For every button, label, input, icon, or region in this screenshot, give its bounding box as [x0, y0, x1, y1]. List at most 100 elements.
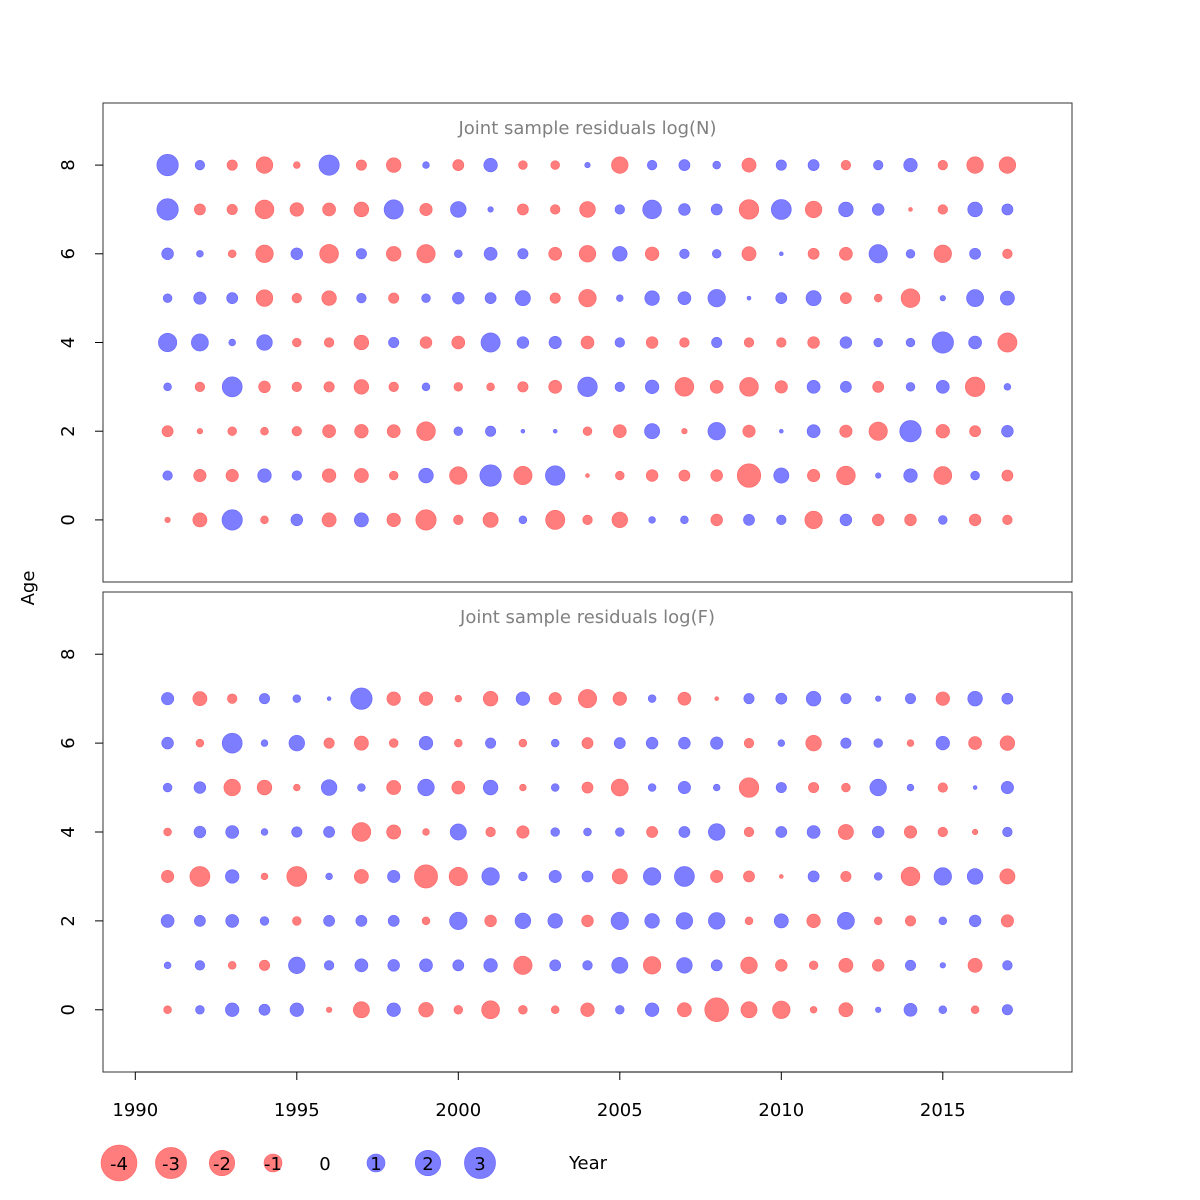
bubble [900, 288, 921, 308]
bubble [585, 473, 590, 478]
bubble [386, 1002, 401, 1017]
bubble [678, 736, 691, 750]
bubble [548, 869, 562, 883]
bubbles [160, 687, 1016, 1023]
bubble [388, 292, 400, 304]
bubble [162, 470, 173, 481]
bubble [712, 160, 721, 170]
bubble [839, 246, 853, 261]
bubble [676, 957, 693, 974]
bubble [939, 962, 946, 969]
bubble [839, 336, 853, 349]
bubble [291, 426, 302, 437]
bubble [933, 244, 952, 263]
bubble [645, 379, 660, 394]
bubble [931, 331, 954, 354]
bubble [225, 914, 240, 928]
bubble [809, 1006, 818, 1014]
bubble [899, 420, 922, 443]
bubble [678, 826, 691, 838]
bubble [192, 691, 208, 707]
bubble [326, 1006, 333, 1013]
bubble [225, 1002, 240, 1017]
bubble [935, 736, 950, 751]
bubble [323, 381, 335, 393]
bubble [903, 158, 918, 173]
bubble [419, 336, 433, 349]
bubble [712, 249, 722, 259]
bubble [354, 424, 369, 439]
bubble [906, 739, 915, 747]
bubble [937, 782, 948, 793]
bubble [872, 513, 885, 527]
bubble [259, 959, 270, 971]
bubble [450, 201, 467, 218]
bubble [872, 959, 885, 972]
bubble [647, 694, 657, 703]
bubble [614, 204, 625, 215]
bubbles [156, 154, 1018, 531]
bubble [321, 290, 337, 306]
bubble [516, 825, 530, 839]
y-tick-label: 0 [58, 1004, 79, 1015]
bubble [386, 824, 402, 840]
bubble [806, 825, 821, 839]
bubble [323, 337, 335, 348]
bubble [779, 428, 784, 434]
bubble [161, 425, 174, 438]
bubble [615, 827, 625, 837]
bubble [804, 200, 823, 219]
y-tick-label: 2 [58, 425, 79, 436]
bubble [547, 913, 563, 929]
bubble [644, 913, 660, 929]
bubble [807, 870, 820, 883]
bubble [549, 292, 561, 304]
bubble [259, 693, 270, 705]
bubble [774, 380, 788, 394]
bubble [517, 203, 529, 216]
bubble [775, 826, 788, 838]
bubble [421, 293, 431, 303]
bubble [775, 959, 788, 972]
bubble [938, 1005, 948, 1014]
bubble [260, 515, 269, 525]
bubble [908, 207, 913, 212]
bubble [354, 869, 369, 884]
bubble [225, 869, 240, 884]
bubble [968, 513, 982, 527]
bubble [550, 738, 560, 748]
bubble [322, 424, 336, 439]
bubble [417, 778, 435, 797]
legend-label: -2 [213, 1154, 231, 1175]
bubble [162, 293, 173, 303]
bubble [678, 159, 691, 171]
bubble [614, 337, 625, 348]
bubble [518, 515, 528, 525]
bubble [775, 782, 787, 794]
bubble [740, 1001, 758, 1019]
bubble [967, 201, 983, 218]
bubble [615, 1005, 625, 1015]
bubble [293, 161, 301, 169]
bubble [449, 466, 468, 485]
bubble [160, 914, 175, 928]
bubble [194, 960, 206, 971]
bubble [260, 828, 269, 836]
bubble [578, 289, 597, 308]
bubble [519, 783, 527, 792]
bubble [966, 289, 984, 307]
bubble [839, 424, 853, 438]
bubble [418, 1002, 434, 1018]
bubble [291, 470, 302, 481]
bubble [776, 514, 787, 526]
bubble [744, 916, 754, 926]
bubble [482, 779, 499, 796]
bubble [194, 381, 206, 392]
bubble [838, 824, 854, 840]
bubble [580, 1002, 595, 1017]
bubble [713, 783, 721, 792]
bubble [840, 292, 852, 304]
bubble [678, 469, 691, 482]
bubble [453, 514, 464, 526]
bubble [710, 513, 723, 527]
